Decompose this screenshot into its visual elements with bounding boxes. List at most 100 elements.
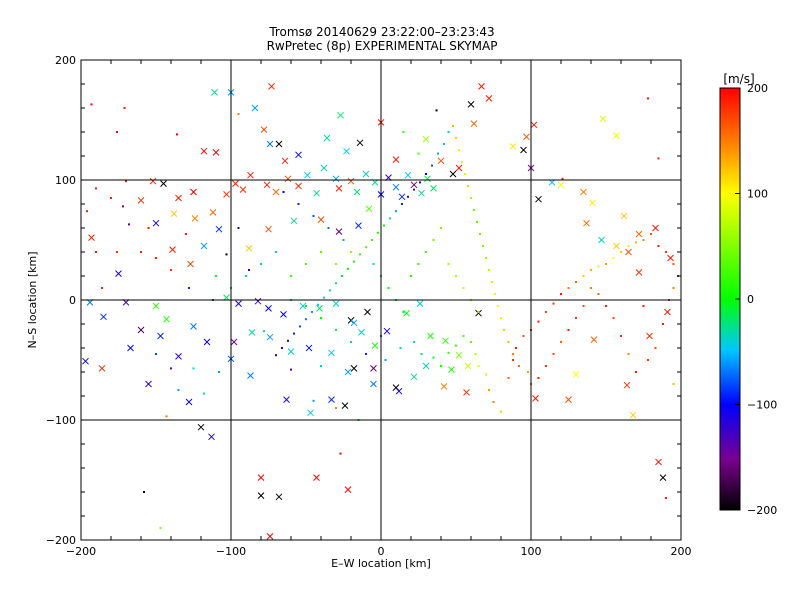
data-point-dot <box>402 131 405 133</box>
data-point-dot <box>582 305 585 307</box>
data-point-dot <box>122 205 124 208</box>
data-point-cross <box>200 242 208 250</box>
data-point-cross <box>350 365 358 372</box>
data-point-cross <box>335 185 343 192</box>
data-point-cross <box>392 156 400 163</box>
chart-subtitle: RwPretec (8p) EXPERIMENTAL SKYMAP <box>267 39 498 53</box>
data-point-dot <box>347 267 349 270</box>
data-point-dot <box>305 318 307 321</box>
colorbar-label: [m/s] <box>723 72 754 86</box>
data-point-dot <box>552 302 555 305</box>
data-point-cross <box>313 474 320 481</box>
data-point-cross <box>424 175 431 183</box>
data-point-dot <box>455 275 457 277</box>
data-point-dot <box>290 368 292 371</box>
data-point-dot <box>402 311 405 313</box>
chart-title: Tromsø 20140629 23:22:00–23:23:43 <box>268 25 494 39</box>
data-point-dot <box>560 293 562 295</box>
data-point-dot <box>263 330 265 333</box>
data-point-dot <box>477 365 480 367</box>
data-point-cross <box>343 147 350 155</box>
data-point-dot <box>387 287 390 289</box>
data-point-dot <box>323 296 325 299</box>
data-point-cross <box>418 189 425 197</box>
data-point-dot <box>605 305 607 307</box>
data-point-cross <box>260 126 268 133</box>
data-point-cross <box>211 89 218 96</box>
data-point-dot <box>371 239 373 241</box>
data-point-cross <box>275 140 283 148</box>
data-point-cross <box>127 344 134 352</box>
data-point-dot <box>492 401 495 403</box>
data-point-cross <box>235 300 242 307</box>
data-point-dot <box>410 275 412 277</box>
data-point-dot <box>417 263 420 265</box>
data-point-cross <box>191 215 199 222</box>
data-point-dot <box>420 353 423 355</box>
data-point-dot <box>642 239 645 241</box>
data-point-cross <box>307 409 314 417</box>
data-point-dot <box>320 251 322 253</box>
data-point-dot <box>365 353 367 355</box>
data-point-cross <box>332 175 340 183</box>
data-point-cross <box>265 225 272 233</box>
data-point-cross <box>509 143 517 150</box>
data-point-dot <box>320 365 322 367</box>
data-point-cross <box>625 248 632 256</box>
data-point-cross <box>337 111 344 119</box>
data-point-cross <box>190 323 197 330</box>
data-point-dot <box>437 152 439 155</box>
data-point-cross <box>305 344 313 352</box>
data-point-dot <box>435 109 438 112</box>
data-point-dot <box>350 341 352 343</box>
points-layer <box>82 83 679 540</box>
data-point-dot <box>95 251 97 253</box>
data-point-cross <box>200 147 208 155</box>
data-point-cross <box>583 219 590 227</box>
data-point-dot <box>365 246 367 249</box>
data-point-dot <box>503 329 505 331</box>
data-point-dot <box>372 263 375 265</box>
data-point-cross <box>290 217 298 225</box>
data-point-cross <box>266 333 274 341</box>
data-point-dot <box>440 227 442 229</box>
data-point-dot <box>312 399 315 402</box>
data-point-cross <box>371 342 379 349</box>
data-point-dot <box>462 287 465 289</box>
data-point-dot <box>431 164 433 167</box>
data-point-dot <box>413 341 415 343</box>
data-point-dot <box>203 392 205 395</box>
data-point-cross <box>316 305 323 312</box>
data-point-cross <box>266 533 274 540</box>
data-point-dot <box>647 97 649 100</box>
data-point-dot <box>128 223 130 226</box>
data-point-dot <box>575 281 577 283</box>
data-point-dot <box>665 251 667 253</box>
data-point-cross <box>230 338 238 346</box>
data-point-dot <box>545 365 547 367</box>
data-point-dot <box>485 373 487 376</box>
data-point-dot <box>125 180 127 183</box>
data-point-dot <box>155 353 157 355</box>
data-point-cross <box>620 212 628 220</box>
data-point-cross <box>475 309 482 317</box>
data-point-dot <box>218 371 220 373</box>
data-point-cross <box>410 373 418 381</box>
data-point-dot <box>335 263 337 265</box>
data-point-cross <box>317 216 325 223</box>
data-point-cross <box>416 300 424 307</box>
data-point-dot <box>281 347 283 349</box>
data-point-cross <box>98 365 106 372</box>
data-point-cross <box>440 383 448 390</box>
data-point-dot <box>90 103 93 106</box>
data-point-cross <box>284 175 292 183</box>
data-point-cross <box>197 423 205 431</box>
data-point-cross <box>332 300 340 307</box>
data-point-cross <box>646 332 653 340</box>
data-point-cross <box>520 146 527 154</box>
data-point-dot <box>155 257 157 259</box>
data-point-cross <box>590 336 598 343</box>
data-point-dot <box>452 125 454 127</box>
y-tick-label: 200 <box>55 54 76 67</box>
data-point-cross <box>478 83 485 90</box>
